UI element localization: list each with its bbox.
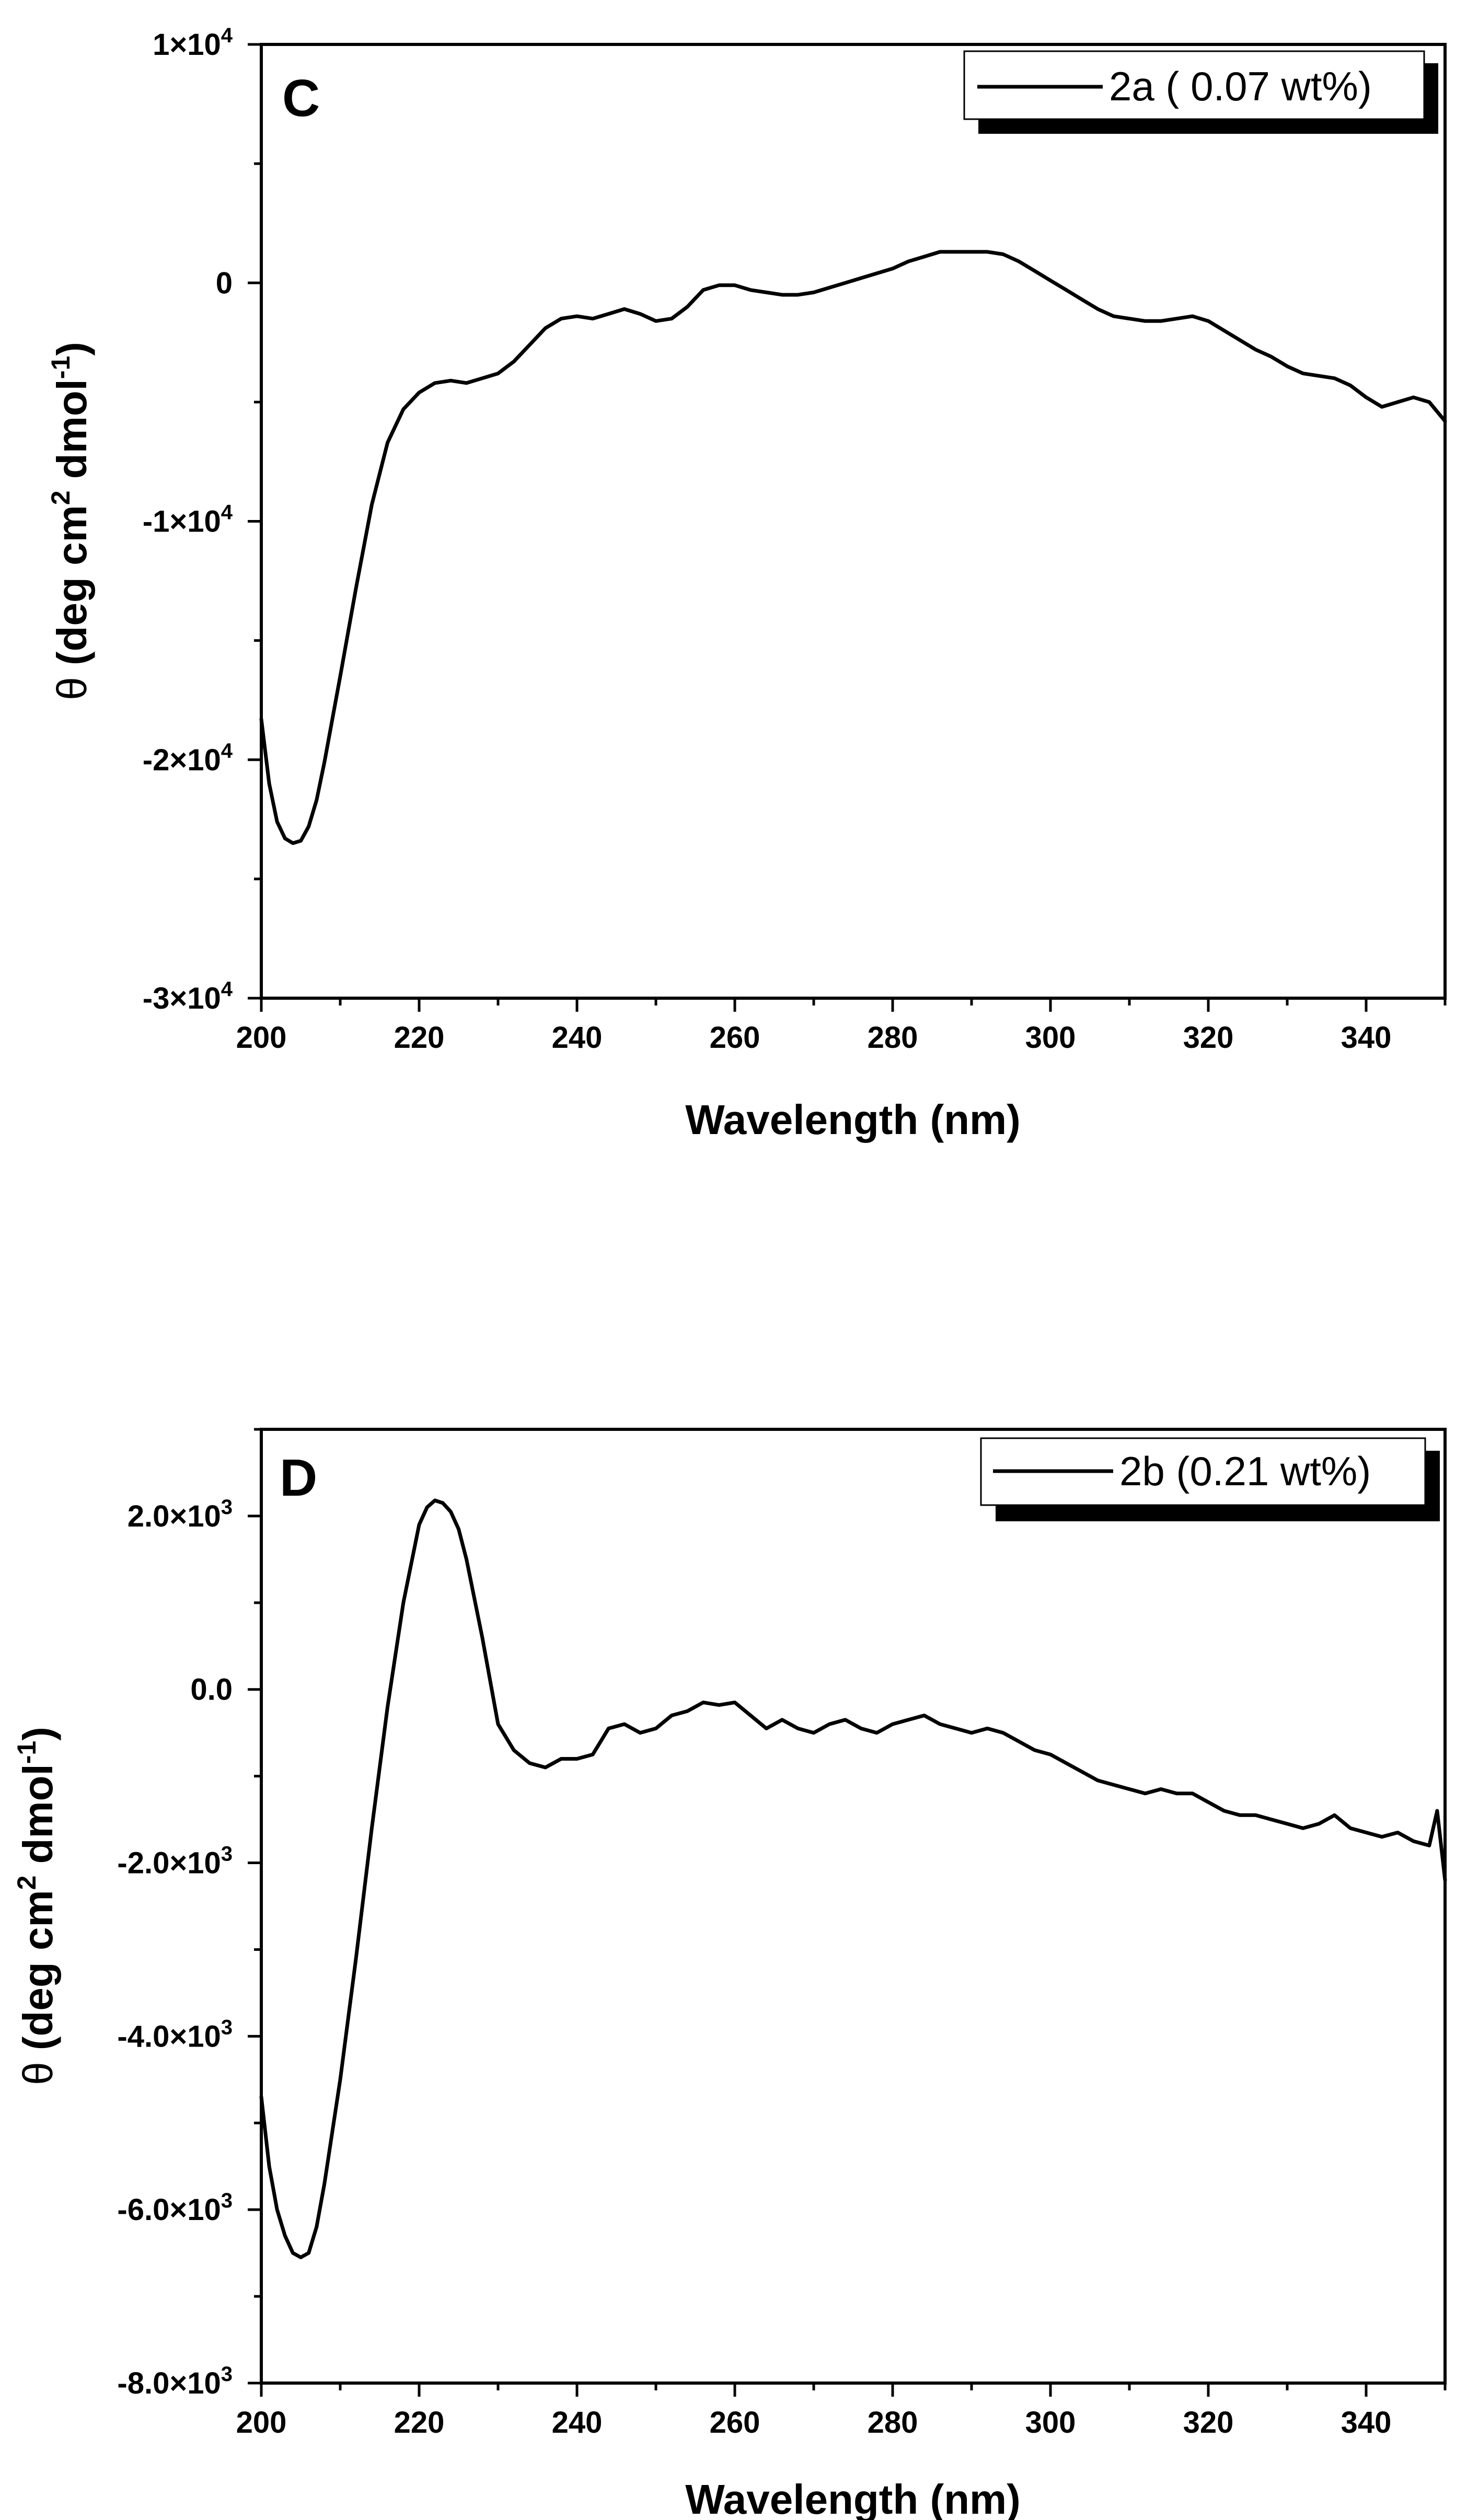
chart-c-x-axis-title: Wavelength (nm) bbox=[685, 1096, 1020, 1143]
x-tick-label: 280 bbox=[868, 2406, 918, 2440]
chart-d-panel-label: D bbox=[280, 1449, 317, 1507]
chart-d-y-axis-title: θ (deg cm2 dmol-1) bbox=[12, 1727, 61, 2085]
x-tick-label: 300 bbox=[1025, 2406, 1076, 2440]
x-tick-label: 300 bbox=[1025, 1021, 1076, 1055]
y-tick-label: 2.0×103 bbox=[128, 1496, 233, 1533]
x-tick-label: 320 bbox=[1183, 2406, 1234, 2440]
y-tick-label: -2×104 bbox=[143, 739, 233, 777]
y-tick-label: -4.0×103 bbox=[117, 2016, 233, 2053]
x-tick-label: 240 bbox=[552, 1021, 603, 1055]
chart-d-x-axis-title: Wavelength (nm) bbox=[685, 2476, 1020, 2520]
x-tick-label: 200 bbox=[236, 2406, 287, 2440]
chart-c-y-axis-title: θ (deg cm2 dmol-1) bbox=[46, 342, 95, 700]
y-tick-label: -8.0×103 bbox=[117, 2363, 233, 2400]
y-tick-label: 1×104 bbox=[153, 24, 233, 62]
y-tick-label: -1×104 bbox=[143, 501, 233, 539]
x-tick-label: 260 bbox=[710, 2406, 760, 2440]
chart-c-legend: 2a ( 0.07 wt%) bbox=[963, 50, 1438, 134]
chart-d-legend-label: 2b (0.21 wt%) bbox=[1119, 1448, 1371, 1494]
x-tick-label: 340 bbox=[1341, 2406, 1392, 2440]
chart-d-tick-labels: 200 220 240 260 280 300 320 340 2.0×103 0.0 -2.0×1… bbox=[117, 1496, 1391, 2440]
chart-d-legend: 2b (0.21 wt%) bbox=[980, 1437, 1440, 1521]
x-tick-label: 200 bbox=[236, 1021, 287, 1055]
chart-d: 200 220 240 260 280 300 320 340 2.0×103 0.0 -2.0×1… bbox=[12, 1428, 1447, 2520]
chart-c-gridlines bbox=[248, 43, 1447, 1012]
chart-c-tick-labels: 200 220 240 260 280 300 320 340 1×104 0 -1×104 -2×1… bbox=[143, 24, 1392, 1055]
y-tick-label: -2.0×103 bbox=[117, 1843, 233, 1880]
y-tick-label: -6.0×103 bbox=[117, 2189, 233, 2227]
chart-c-plot-frame bbox=[260, 43, 1447, 1000]
y-tick-label: -3×104 bbox=[143, 978, 233, 1015]
x-tick-label: 280 bbox=[868, 1021, 918, 1055]
chart-c-legend-label: 2a ( 0.07 wt%) bbox=[1109, 63, 1372, 109]
chart-c-series-line bbox=[259, 250, 1447, 845]
chart-d-gridlines bbox=[248, 1428, 1447, 2397]
x-tick-label: 260 bbox=[710, 1021, 760, 1055]
x-tick-label: 340 bbox=[1341, 1021, 1392, 1055]
chart-c-panel-label: C bbox=[282, 69, 320, 128]
y-tick-label: 0 bbox=[216, 266, 233, 300]
y-tick-label: 0.0 bbox=[190, 1673, 233, 1707]
x-tick-label: 240 bbox=[552, 2406, 603, 2440]
x-tick-label: 320 bbox=[1183, 1021, 1234, 1055]
x-tick-label: 220 bbox=[394, 2406, 445, 2440]
x-tick-label: 220 bbox=[394, 1021, 445, 1055]
chart-c: 200 220 240 260 280 300 320 340 1×104 0 -1×104 -2×1… bbox=[46, 24, 1447, 1143]
chart-d-series-line bbox=[259, 1498, 1447, 2259]
chart-d-plot-frame bbox=[260, 1428, 1447, 2385]
